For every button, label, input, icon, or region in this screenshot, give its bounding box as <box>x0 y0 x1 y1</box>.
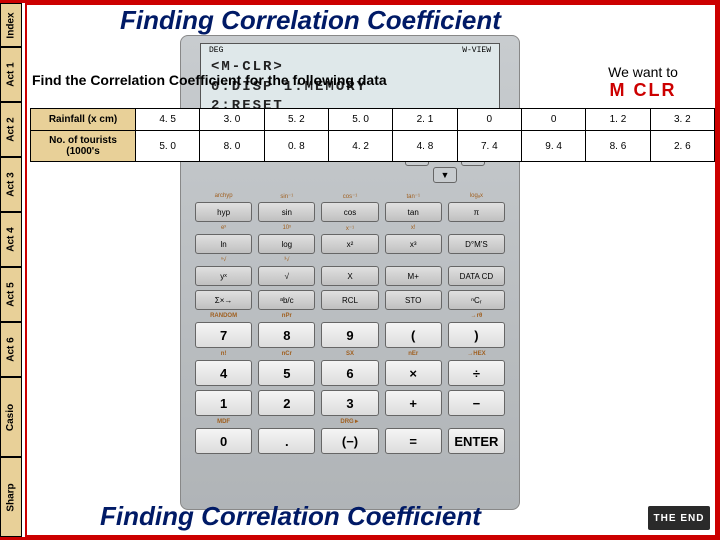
data-cell: 8. 0 <box>200 131 264 162</box>
data-cell: 0 <box>457 109 521 131</box>
data-cell: 9. 4 <box>521 131 585 162</box>
data-cell: 4. 8 <box>393 131 457 162</box>
table-row: No. of tourists (1000's5. 08. 00. 84. 24… <box>31 131 715 162</box>
data-cell: 4. 5 <box>136 109 200 131</box>
data-cell: 2. 6 <box>650 131 714 162</box>
data-cell: 5. 0 <box>328 109 392 131</box>
end-badge: THE END <box>648 506 710 530</box>
data-cell: 0 <box>521 109 585 131</box>
page-title-top: Finding Correlation Coefficient <box>120 5 501 36</box>
page-title-bottom: Finding Correlation Coefficient <box>100 501 481 532</box>
want-line2: M CLR <box>578 80 708 101</box>
data-cell: 0. 8 <box>264 131 328 162</box>
row-label: No. of tourists (1000's <box>31 131 136 162</box>
tab-label: Act 5 <box>6 282 17 306</box>
table-row: Rainfall (x cm)4. 53. 05. 25. 02. 1001. … <box>31 109 715 131</box>
data-cell: 5. 0 <box>136 131 200 162</box>
data-cell: 5. 2 <box>264 109 328 131</box>
data-cell: 8. 6 <box>586 131 650 162</box>
tab-act-6[interactable]: Act 6 <box>0 322 22 377</box>
subtitle: Find the Correlation Coefficient for the… <box>32 72 387 88</box>
tab-label: Act 3 <box>6 172 17 196</box>
data-cell: 2. 1 <box>393 109 457 131</box>
tab-act-1[interactable]: Act 1 <box>0 47 22 102</box>
want-box: We want to M CLR <box>578 64 708 101</box>
tab-casio[interactable]: Casio <box>0 377 22 457</box>
tab-label: Act 2 <box>6 117 17 141</box>
tab-label: Sharp <box>6 483 17 511</box>
tab-label: Index <box>6 12 17 38</box>
data-cell: 1. 2 <box>586 109 650 131</box>
tab-act-5[interactable]: Act 5 <box>0 267 22 322</box>
tab-sharp[interactable]: Sharp <box>0 457 22 537</box>
tab-act-3[interactable]: Act 3 <box>0 157 22 212</box>
tab-act-4[interactable]: Act 4 <box>0 212 22 267</box>
data-cell: 7. 4 <box>457 131 521 162</box>
tab-label: Act 4 <box>6 227 17 251</box>
tab-label: Act 6 <box>6 337 17 361</box>
tab-label: Act 1 <box>6 62 17 86</box>
want-line1: We want to <box>578 64 708 80</box>
data-cell: 3. 2 <box>650 109 714 131</box>
tab-label: Casio <box>6 403 17 430</box>
row-label: Rainfall (x cm) <box>31 109 136 131</box>
tab-act-2[interactable]: Act 2 <box>0 102 22 157</box>
data-table: Rainfall (x cm)4. 53. 05. 25. 02. 1001. … <box>30 108 715 162</box>
data-cell: 4. 2 <box>328 131 392 162</box>
tab-index[interactable]: Index <box>0 3 22 47</box>
data-cell: 3. 0 <box>200 109 264 131</box>
